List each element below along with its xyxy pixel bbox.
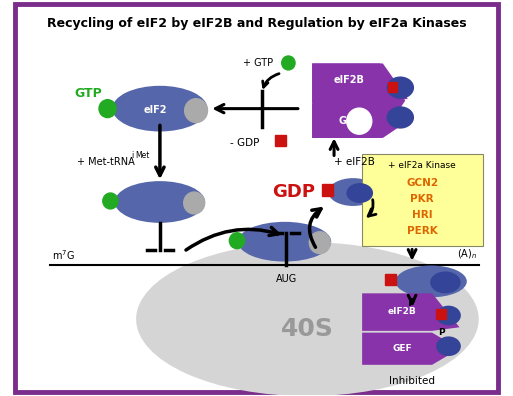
- Circle shape: [99, 100, 116, 118]
- Text: 40S: 40S: [281, 317, 334, 341]
- Text: GDP: GDP: [272, 183, 314, 201]
- Circle shape: [282, 56, 295, 70]
- Text: P: P: [438, 328, 444, 337]
- Text: eIF2B: eIF2B: [388, 307, 417, 316]
- Ellipse shape: [136, 242, 479, 396]
- Ellipse shape: [387, 106, 414, 129]
- Bar: [388, 82, 398, 92]
- Text: HRI: HRI: [412, 210, 432, 220]
- Circle shape: [185, 99, 207, 122]
- Text: eIF2: eIF2: [144, 105, 167, 114]
- Polygon shape: [312, 63, 408, 103]
- Text: GCN2: GCN2: [406, 178, 438, 188]
- Text: Inhibited: Inhibited: [389, 376, 435, 386]
- Text: GEF: GEF: [338, 116, 360, 126]
- Circle shape: [184, 192, 205, 214]
- Circle shape: [309, 232, 330, 253]
- Ellipse shape: [346, 183, 373, 203]
- Polygon shape: [312, 63, 405, 138]
- Ellipse shape: [387, 76, 414, 99]
- Text: (A)$_n$: (A)$_n$: [457, 248, 477, 261]
- Text: GEF: GEF: [392, 344, 412, 353]
- Text: eIF2B: eIF2B: [333, 75, 364, 85]
- Bar: [436, 309, 446, 319]
- Ellipse shape: [396, 266, 467, 297]
- Text: i: i: [131, 151, 133, 160]
- Polygon shape: [362, 293, 460, 331]
- Bar: [322, 184, 333, 196]
- Ellipse shape: [115, 181, 205, 223]
- Ellipse shape: [430, 272, 461, 293]
- Text: Recycling of eIF2 by eIF2B and Regulation by eIF2a Kinases: Recycling of eIF2 by eIF2B and Regulatio…: [47, 17, 466, 30]
- Ellipse shape: [436, 306, 461, 326]
- Text: + GTP: + GTP: [243, 58, 273, 68]
- Polygon shape: [312, 104, 408, 138]
- Ellipse shape: [328, 178, 378, 206]
- Text: + eIF2B: + eIF2B: [334, 157, 375, 167]
- Text: - GDP: - GDP: [230, 138, 259, 148]
- Text: PKR: PKR: [410, 194, 434, 204]
- Text: PERK: PERK: [407, 226, 438, 236]
- Bar: [385, 274, 396, 286]
- Text: GTP: GTP: [75, 87, 103, 100]
- Circle shape: [229, 233, 245, 249]
- Text: + Met-tRNA: + Met-tRNA: [77, 157, 135, 167]
- Ellipse shape: [436, 337, 461, 356]
- Ellipse shape: [112, 86, 207, 131]
- Polygon shape: [362, 333, 460, 365]
- Circle shape: [347, 108, 372, 134]
- FancyBboxPatch shape: [362, 154, 483, 246]
- Text: Met: Met: [135, 151, 150, 160]
- Circle shape: [103, 193, 118, 209]
- FancyBboxPatch shape: [15, 4, 498, 392]
- Text: P: P: [408, 298, 416, 308]
- Ellipse shape: [238, 222, 331, 261]
- Text: + eIF2a Kinase: + eIF2a Kinase: [388, 161, 456, 170]
- Text: AUG: AUG: [276, 274, 297, 284]
- Text: m$^7$G: m$^7$G: [52, 248, 75, 261]
- Bar: [275, 135, 286, 147]
